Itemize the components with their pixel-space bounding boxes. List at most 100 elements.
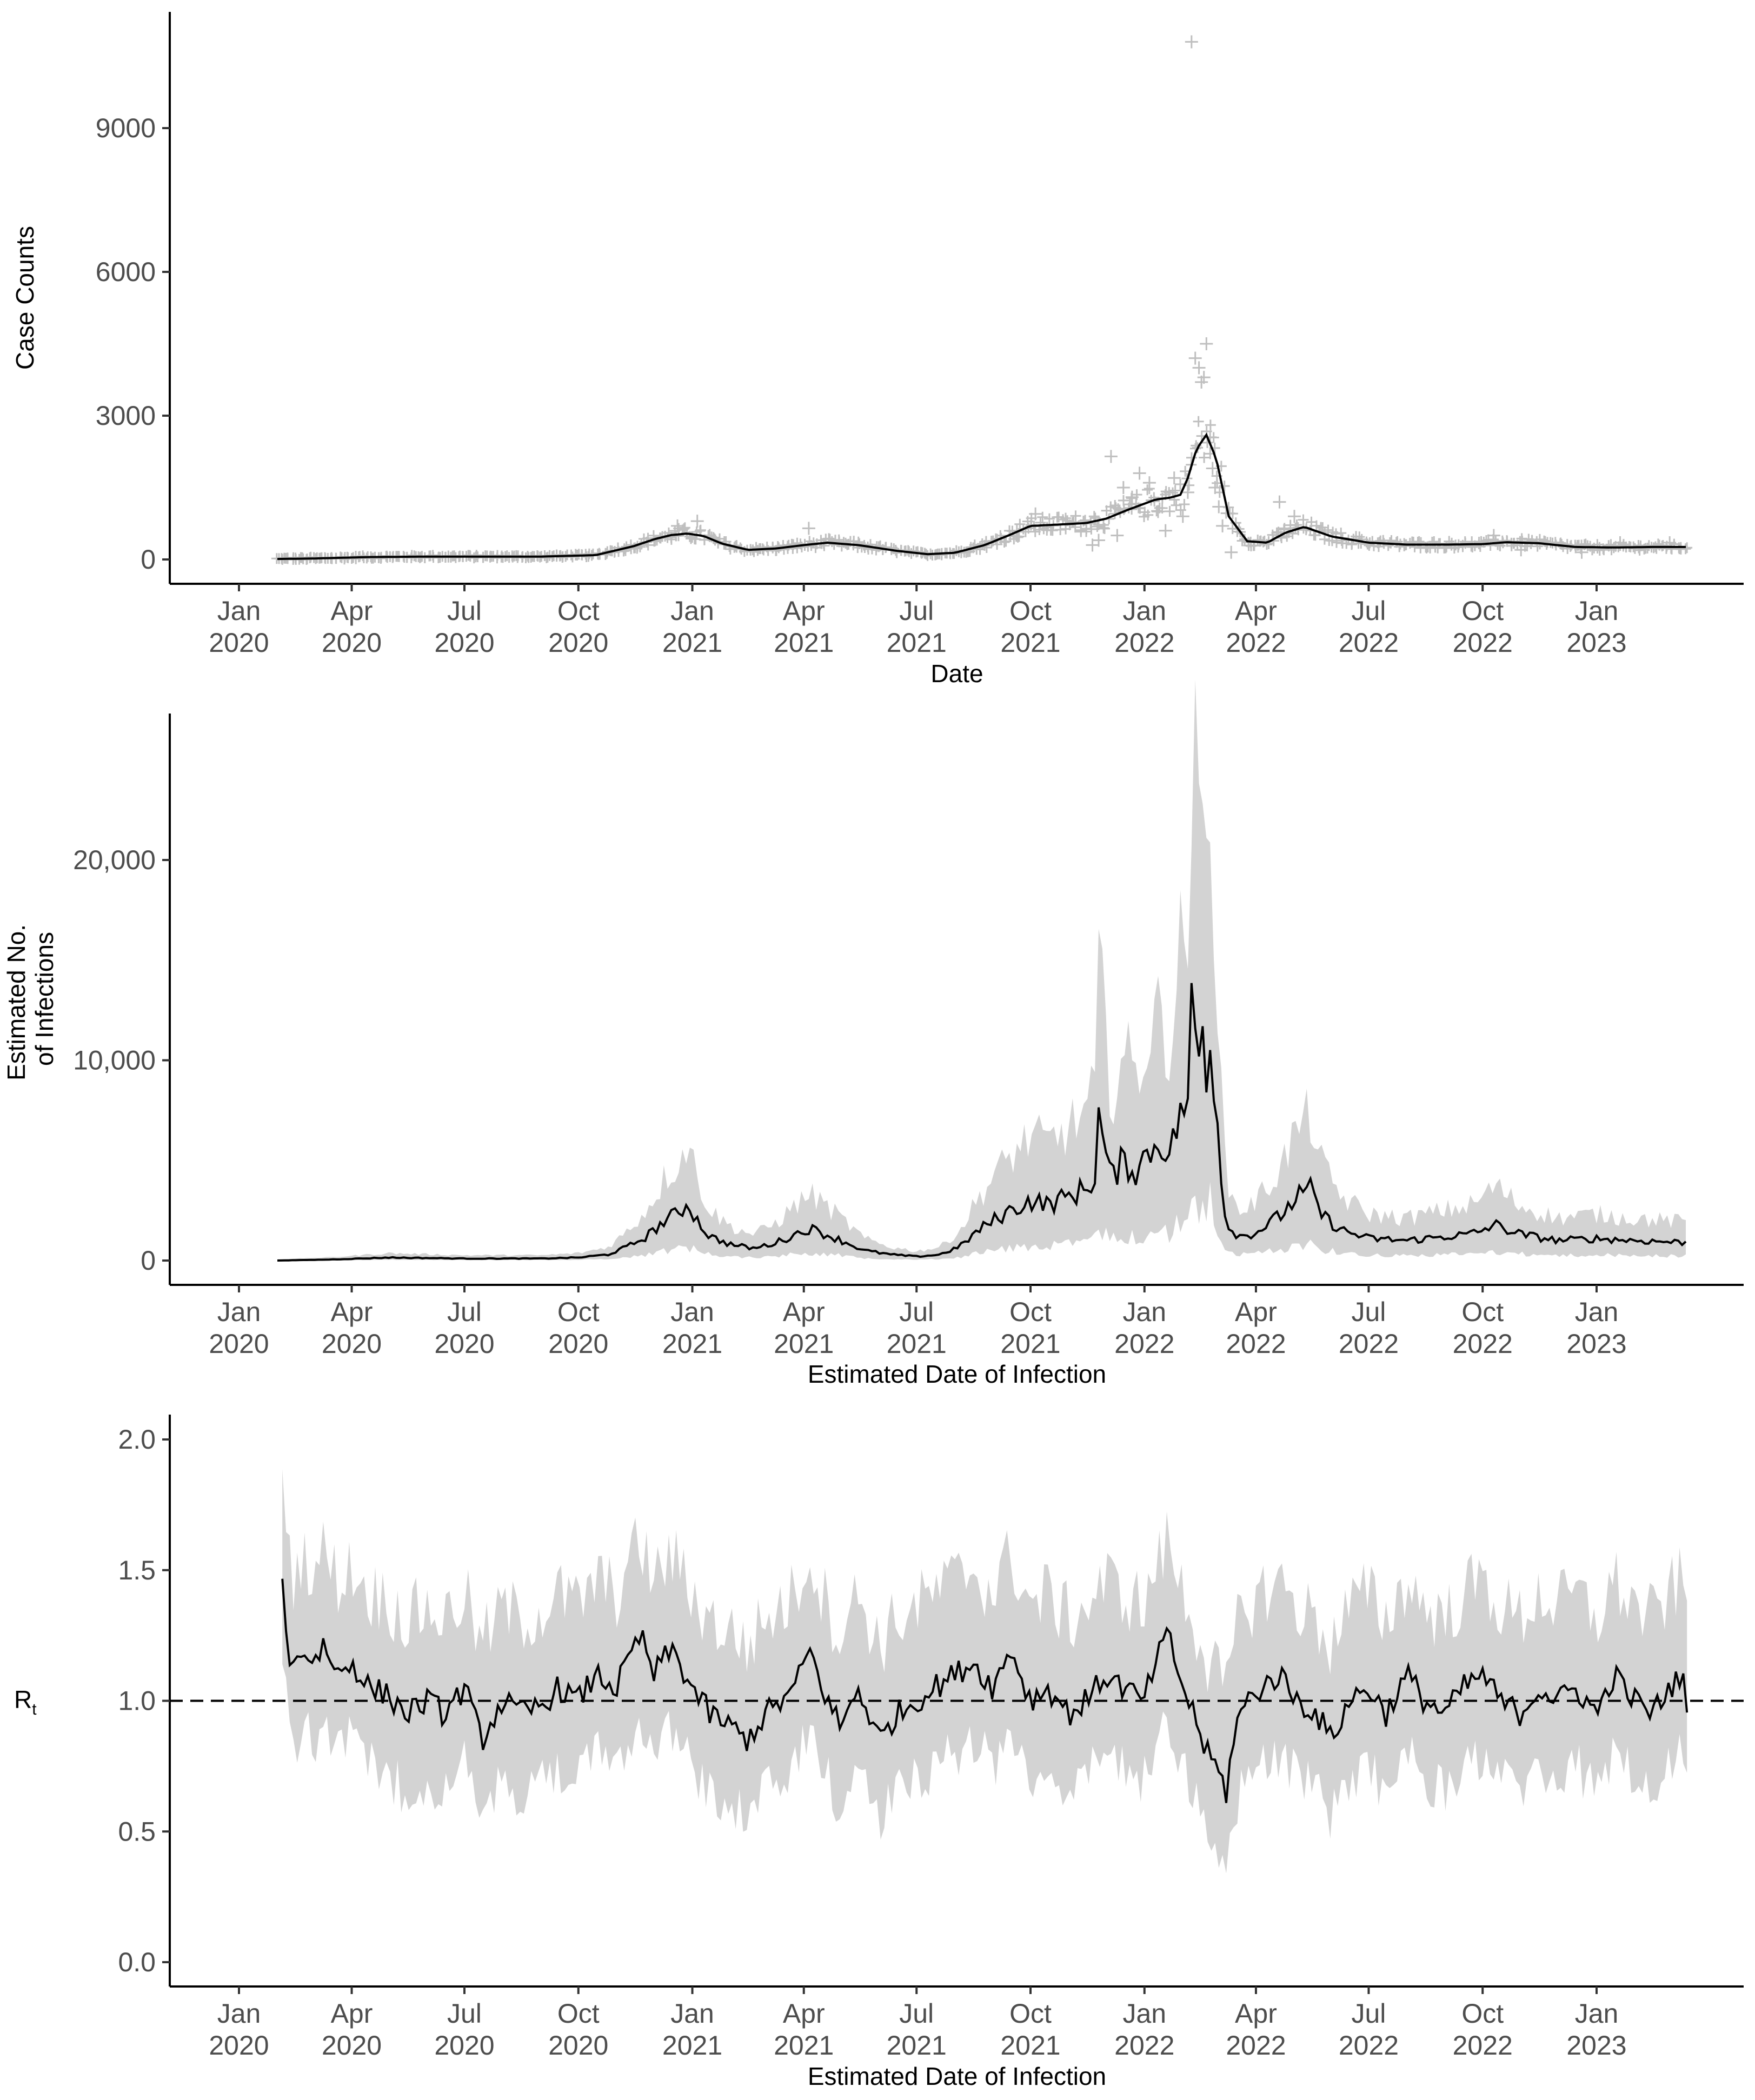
- infections-y-axis-title-line-2: of Infections: [30, 932, 58, 1066]
- case-point: [1179, 499, 1190, 510]
- y-tick-label: 0: [141, 1245, 156, 1276]
- x-tick-label-month: Jan: [217, 1297, 261, 1327]
- x-tick-label-month: Jul: [447, 1297, 482, 1327]
- case-point: [1118, 495, 1129, 506]
- y-tick-label: 6000: [96, 257, 156, 287]
- x-tick-label-year: 2020: [548, 628, 608, 658]
- x-tick-label-month: Oct: [1009, 1998, 1052, 2029]
- infections-y-axis-title: Estimated No. of Infections: [2, 917, 58, 1081]
- y-tick-label: 0.5: [118, 1816, 156, 1846]
- y-tick-label: 3000: [96, 401, 156, 431]
- case-counts-points-layer: [271, 35, 1693, 565]
- x-tick-label-month: Jan: [217, 1998, 261, 2029]
- x-tick-label-year: 2020: [548, 1329, 608, 1359]
- case-point: [1171, 499, 1182, 511]
- x-tick-label-year: 2022: [1114, 2030, 1174, 2061]
- x-tick-label-year: 2021: [887, 2030, 947, 2061]
- x-tick-label-year: 2023: [1566, 628, 1626, 658]
- case-point: [1159, 524, 1172, 537]
- case-point: [1037, 511, 1048, 523]
- y-tick-label: 1.5: [118, 1555, 156, 1585]
- case-point: [999, 536, 1010, 548]
- case-point: [1116, 481, 1130, 494]
- x-tick-label-year: 2021: [662, 1329, 722, 1359]
- x-tick-label-month: Oct: [1461, 596, 1504, 626]
- case-point: [1125, 490, 1139, 504]
- case-point: [427, 550, 438, 561]
- x-tick-label-month: Apr: [331, 1998, 373, 2029]
- x-tick-label-month: Jul: [447, 1998, 482, 2029]
- x-tick-label-month: Apr: [1235, 596, 1277, 626]
- case-point: [1167, 471, 1181, 485]
- x-tick-label-year: 2021: [774, 1329, 834, 1359]
- case-point: [690, 515, 704, 528]
- case-point: [1598, 543, 1609, 555]
- case-point: [1287, 510, 1301, 523]
- case-point: [1200, 337, 1213, 350]
- case-point: [1151, 505, 1165, 518]
- x-tick-label-year: 2022: [1114, 628, 1174, 658]
- infections-x-axis-title: Estimated Date of Infection: [808, 1360, 1106, 1388]
- case-point: [1193, 416, 1204, 427]
- x-tick-label-year: 2022: [1339, 628, 1399, 658]
- infections-interval-band: [277, 679, 1686, 1261]
- x-tick-label-month: Oct: [557, 1998, 600, 2029]
- case-point: [802, 522, 815, 535]
- y-tick-label: 1.0: [118, 1686, 156, 1716]
- case-point: [666, 531, 677, 543]
- x-tick-label-month: Jan: [1122, 1998, 1166, 2029]
- x-tick-label-year: 2020: [548, 2030, 608, 2061]
- case-point: [1205, 419, 1216, 431]
- y-tick-label: 2.0: [118, 1424, 156, 1455]
- case-point: [1298, 514, 1309, 525]
- x-tick-label-year: 2020: [209, 628, 269, 658]
- case-point: [1335, 528, 1347, 539]
- rt-interval-band: [282, 1469, 1687, 1874]
- y-tick-label: 0.0: [118, 1947, 156, 1977]
- x-tick-label-month: Apr: [1235, 1297, 1277, 1327]
- case-point: [1208, 481, 1222, 494]
- case-counts-y-axis-title: Case Counts: [11, 226, 39, 370]
- x-tick-label-month: Jan: [1575, 596, 1619, 626]
- x-tick-label-year: 2022: [1453, 1329, 1513, 1359]
- case-point: [1225, 545, 1238, 559]
- x-tick-label-year: 2020: [434, 2030, 494, 2061]
- case-point: [1142, 509, 1154, 521]
- case-point: [1104, 450, 1118, 463]
- case-point: [1199, 452, 1210, 463]
- x-tick-label-year: 2021: [887, 628, 947, 658]
- case-point: [739, 546, 750, 557]
- case-point: [1070, 510, 1081, 522]
- y-tick-label: 20,000: [73, 845, 156, 875]
- case-point: [1317, 522, 1328, 533]
- case-point: [1092, 521, 1103, 532]
- case-point: [880, 542, 892, 553]
- x-tick-label-year: 2022: [1226, 628, 1286, 658]
- x-tick-label-month: Jan: [670, 1998, 714, 2029]
- x-tick-label-year: 2021: [662, 628, 722, 658]
- x-tick-label-year: 2022: [1226, 2030, 1286, 2061]
- case-point: [1362, 538, 1373, 550]
- y-tick-label: 0: [141, 544, 156, 575]
- case-point: [612, 542, 623, 554]
- case-point: [671, 519, 684, 532]
- case-point: [1219, 481, 1230, 492]
- y-tick-label: 9000: [96, 113, 156, 143]
- case-point: [1487, 529, 1500, 542]
- x-tick-label-month: Oct: [557, 596, 600, 626]
- x-tick-label-year: 2020: [209, 2030, 269, 2061]
- case-point: [1192, 361, 1206, 375]
- x-tick-label-month: Jan: [1122, 596, 1166, 626]
- case-point: [1142, 484, 1153, 496]
- x-tick-label-month: Oct: [1461, 1297, 1504, 1327]
- infections-y-axis-title-line-1: Estimated No.: [2, 924, 30, 1081]
- case-point: [1092, 534, 1105, 547]
- case-point: [1131, 489, 1142, 501]
- x-tick-label-year: 2020: [322, 1329, 382, 1359]
- x-tick-label-year: 2020: [434, 1329, 494, 1359]
- panel-rt: 0.00.51.01.52.0 Jan2020Apr2020Jul2020Oct…: [14, 1415, 1744, 2090]
- rt-y-axis-title: Rt: [14, 1685, 37, 1718]
- x-tick-label-month: Jul: [447, 596, 482, 626]
- x-tick-label-month: Apr: [1235, 1998, 1277, 2029]
